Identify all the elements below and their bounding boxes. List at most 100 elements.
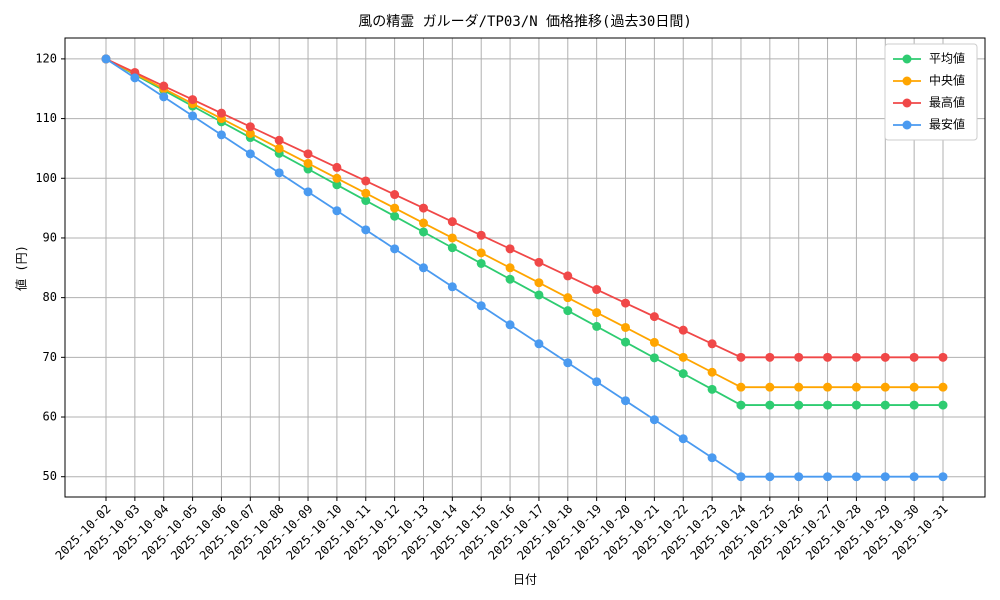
data-point (188, 95, 198, 105)
data-point (534, 278, 544, 288)
y-tick-label: 90 (43, 230, 57, 244)
data-point (880, 400, 890, 410)
data-point (678, 369, 688, 379)
legend-marker (902, 54, 912, 64)
legend-marker (902, 76, 912, 86)
series-line (105, 58, 943, 389)
data-point (361, 188, 371, 198)
data-point (880, 382, 890, 392)
data-point (707, 384, 717, 394)
data-point (851, 472, 861, 482)
data-point (938, 472, 948, 482)
data-point (563, 358, 573, 368)
data-point (390, 244, 400, 254)
data-point (159, 92, 169, 102)
data-point (621, 298, 631, 308)
data-point (794, 382, 804, 392)
data-point (534, 257, 544, 267)
data-point (274, 168, 284, 178)
data-point (332, 180, 342, 190)
data-point (361, 225, 371, 235)
legend-marker (902, 120, 912, 130)
legend-label: 中央値 (929, 73, 965, 88)
data-point (909, 400, 919, 410)
data-point (418, 227, 428, 237)
data-point (880, 472, 890, 482)
data-point (909, 382, 919, 392)
data-point (534, 339, 544, 349)
data-point (303, 149, 313, 159)
data-point (447, 243, 457, 253)
data-point (332, 162, 342, 172)
data-point (332, 206, 342, 216)
data-point (274, 143, 284, 153)
data-point (390, 211, 400, 221)
data-point (707, 453, 717, 463)
data-point (736, 352, 746, 362)
data-point (476, 258, 486, 268)
data-point (851, 382, 861, 392)
data-point (880, 352, 890, 362)
data-point (592, 308, 602, 318)
y-tick-label: 60 (43, 410, 57, 424)
data-point (707, 367, 717, 377)
data-point (418, 203, 428, 213)
data-point (592, 285, 602, 295)
data-point (765, 472, 775, 482)
data-point (765, 400, 775, 410)
legend-marker (902, 98, 912, 108)
legend-label: 平均値 (929, 51, 965, 66)
data-point (361, 196, 371, 206)
data-point (216, 130, 226, 140)
data-point (476, 230, 486, 240)
data-point (621, 396, 631, 406)
series-line (105, 58, 943, 359)
data-point (765, 352, 775, 362)
data-point (938, 400, 948, 410)
y-tick-label: 100 (35, 171, 57, 185)
data-point (823, 472, 833, 482)
data-point (361, 176, 371, 186)
data-point (130, 73, 140, 83)
legend-label: 最安値 (929, 117, 965, 132)
data-point (678, 352, 688, 362)
legend-box (884, 43, 978, 141)
data-point (649, 337, 659, 347)
data-point (736, 472, 746, 482)
data-point (188, 111, 198, 121)
data-point (823, 352, 833, 362)
data-point (216, 108, 226, 118)
series-line (105, 58, 943, 478)
data-point (707, 339, 717, 349)
data-point (592, 377, 602, 387)
y-tick-label: 80 (43, 290, 57, 304)
data-point (678, 325, 688, 335)
data-point (794, 400, 804, 410)
x-axis-label: 日付 (513, 573, 537, 587)
data-point (765, 382, 775, 392)
data-point (390, 190, 400, 200)
data-point (390, 203, 400, 213)
data-point (851, 352, 861, 362)
data-point (245, 149, 255, 159)
data-point (245, 129, 255, 139)
data-point (505, 320, 515, 330)
data-point (563, 271, 573, 281)
y-tick-label: 50 (43, 469, 57, 483)
data-point (418, 263, 428, 273)
series-line (105, 58, 943, 406)
data-point (245, 122, 255, 132)
data-point (909, 472, 919, 482)
data-point (563, 293, 573, 303)
data-point (592, 321, 602, 331)
y-tick-label: 110 (35, 111, 57, 125)
data-point (476, 301, 486, 311)
data-point (418, 218, 428, 228)
data-point (101, 54, 111, 64)
data-point (447, 282, 457, 292)
data-point (649, 415, 659, 425)
data-point (505, 263, 515, 273)
data-point (303, 158, 313, 168)
data-point (678, 434, 688, 444)
